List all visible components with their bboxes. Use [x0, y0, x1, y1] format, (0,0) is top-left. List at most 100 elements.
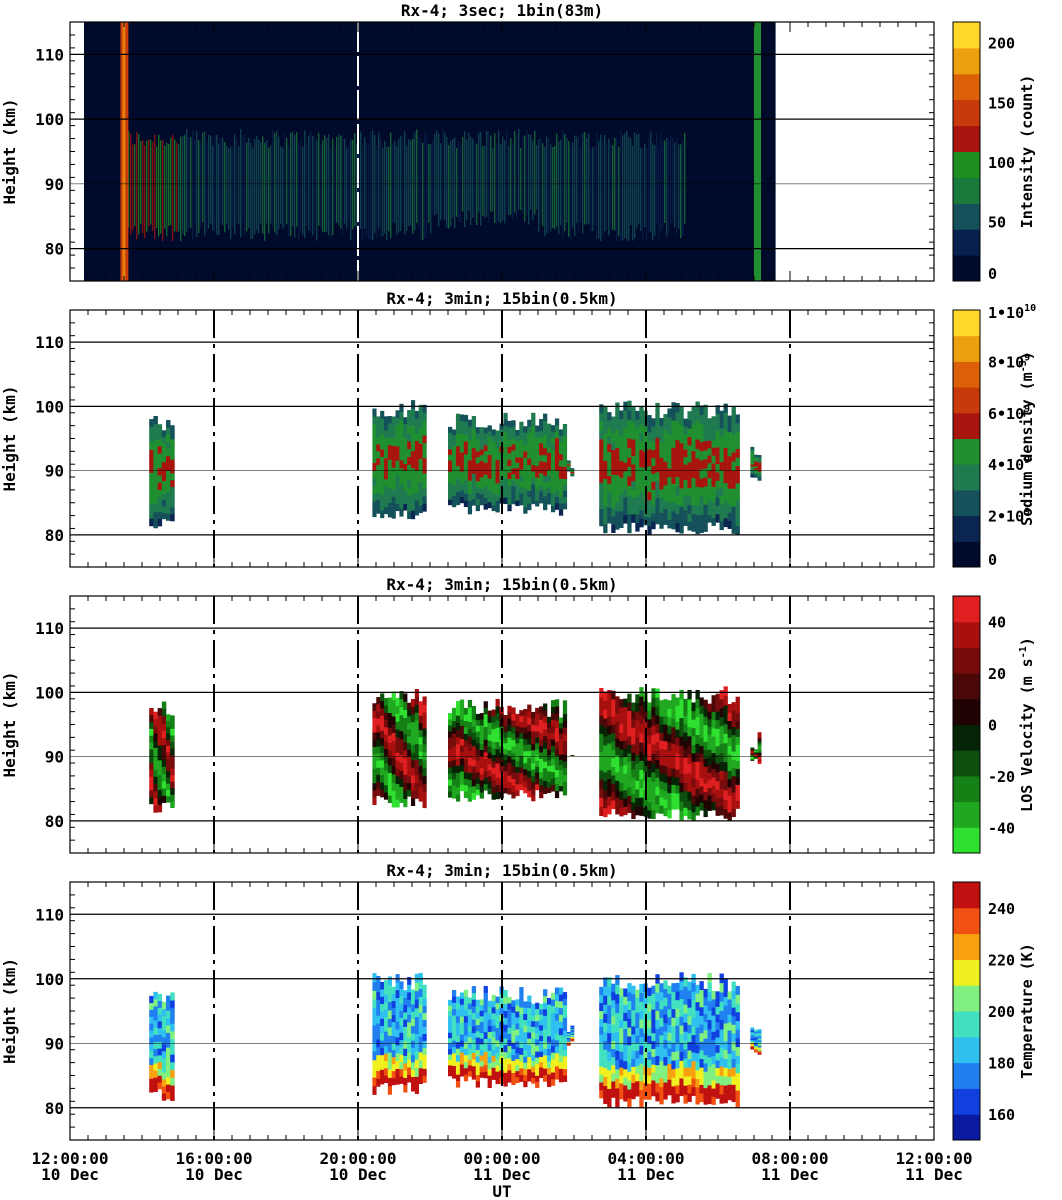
data-cell — [157, 518, 163, 527]
data-cell — [683, 1013, 688, 1023]
data-cell — [391, 481, 396, 490]
data-cell — [391, 993, 396, 1002]
data-cell — [611, 758, 616, 767]
data-cell — [166, 470, 171, 478]
data-cell — [603, 736, 608, 746]
data-cell — [515, 1011, 520, 1018]
data-cell — [407, 487, 412, 496]
data-cell — [711, 1039, 716, 1049]
data-cell — [639, 760, 644, 771]
data-cell — [166, 789, 171, 797]
data-cell — [599, 404, 604, 414]
data-cell — [166, 764, 171, 772]
data-cell — [503, 1017, 508, 1025]
data-cell — [679, 515, 684, 525]
data-cell — [535, 483, 540, 490]
data-cell — [615, 402, 620, 412]
data-cell — [487, 716, 492, 723]
data-cell — [699, 705, 704, 714]
data-cell — [451, 1021, 457, 1029]
data-cell — [153, 991, 158, 1000]
data-cell — [703, 486, 708, 496]
data-cell — [511, 1006, 516, 1013]
colorbar-frame — [952, 881, 981, 1141]
data-cell — [607, 734, 612, 744]
data-cell — [418, 988, 423, 997]
data-cell — [667, 502, 672, 512]
data-cell — [414, 440, 419, 449]
data-cell — [479, 477, 484, 484]
data-cell — [166, 1032, 171, 1041]
data-cell — [635, 1012, 640, 1021]
data-cell — [479, 1066, 484, 1073]
data-cell — [414, 743, 419, 752]
data-cell — [570, 1038, 575, 1041]
data-cell — [655, 741, 660, 752]
data-cell — [157, 774, 163, 783]
data-cell — [519, 1020, 524, 1028]
data-cell — [735, 431, 740, 441]
data-stripe — [388, 146, 390, 232]
data-cell — [615, 411, 620, 421]
data-cell — [719, 512, 724, 522]
data-cell — [491, 760, 496, 768]
data-cell — [511, 462, 516, 469]
data-cell — [515, 1070, 520, 1078]
data-cell — [539, 449, 544, 456]
data-cell — [515, 737, 520, 744]
data-cell — [491, 773, 496, 781]
data-cell — [659, 1052, 664, 1062]
data-cell — [399, 707, 404, 716]
data-cell — [679, 506, 684, 516]
data-cell — [757, 738, 762, 742]
data-cell — [515, 760, 520, 767]
data-cell — [463, 441, 469, 448]
data-cell — [383, 1053, 389, 1062]
data-cell — [376, 976, 381, 985]
data-cell — [467, 750, 473, 759]
data-stripe — [258, 139, 260, 234]
data-cell — [395, 424, 400, 433]
data-cell — [166, 441, 171, 450]
data-cell — [153, 783, 158, 792]
data-cell — [757, 759, 762, 762]
data-cell — [543, 496, 548, 504]
data-cell — [663, 437, 668, 446]
data-cell — [547, 1067, 552, 1075]
data-cell — [647, 432, 652, 441]
data-cell — [487, 770, 492, 777]
data-cell — [387, 1001, 392, 1011]
data-cell — [471, 746, 477, 753]
data-cell — [731, 415, 736, 426]
x-axis-label: UT — [492, 1182, 511, 1200]
data-stripe — [290, 132, 292, 237]
data-cell — [376, 1015, 381, 1024]
data-cell — [391, 438, 396, 446]
data-cell — [387, 757, 392, 766]
data-cell — [554, 463, 560, 471]
y-axis-label: Height (km) — [0, 672, 19, 778]
data-cell — [631, 505, 636, 515]
data-cell — [531, 1009, 536, 1016]
data-cell — [687, 745, 692, 755]
data-cell — [531, 419, 536, 427]
data-stripe — [514, 130, 516, 213]
data-cell — [619, 1004, 624, 1013]
data-cell — [422, 1075, 427, 1083]
data-cell — [731, 1093, 736, 1103]
data-stripe — [536, 145, 538, 210]
data-cell — [695, 734, 700, 744]
data-cell — [558, 1048, 564, 1056]
data-cell — [414, 1067, 419, 1077]
data-cell — [414, 704, 419, 713]
data-cell — [523, 768, 528, 776]
data-cell — [391, 757, 396, 767]
data-cell — [615, 511, 620, 521]
data-cell — [603, 718, 608, 728]
data-cell — [153, 733, 158, 741]
data-cell — [531, 458, 536, 466]
colorbar-tick-exponent: 10 — [1024, 303, 1036, 314]
data-cell — [503, 477, 508, 485]
data-cell — [703, 733, 708, 742]
data-cell — [543, 1068, 548, 1076]
